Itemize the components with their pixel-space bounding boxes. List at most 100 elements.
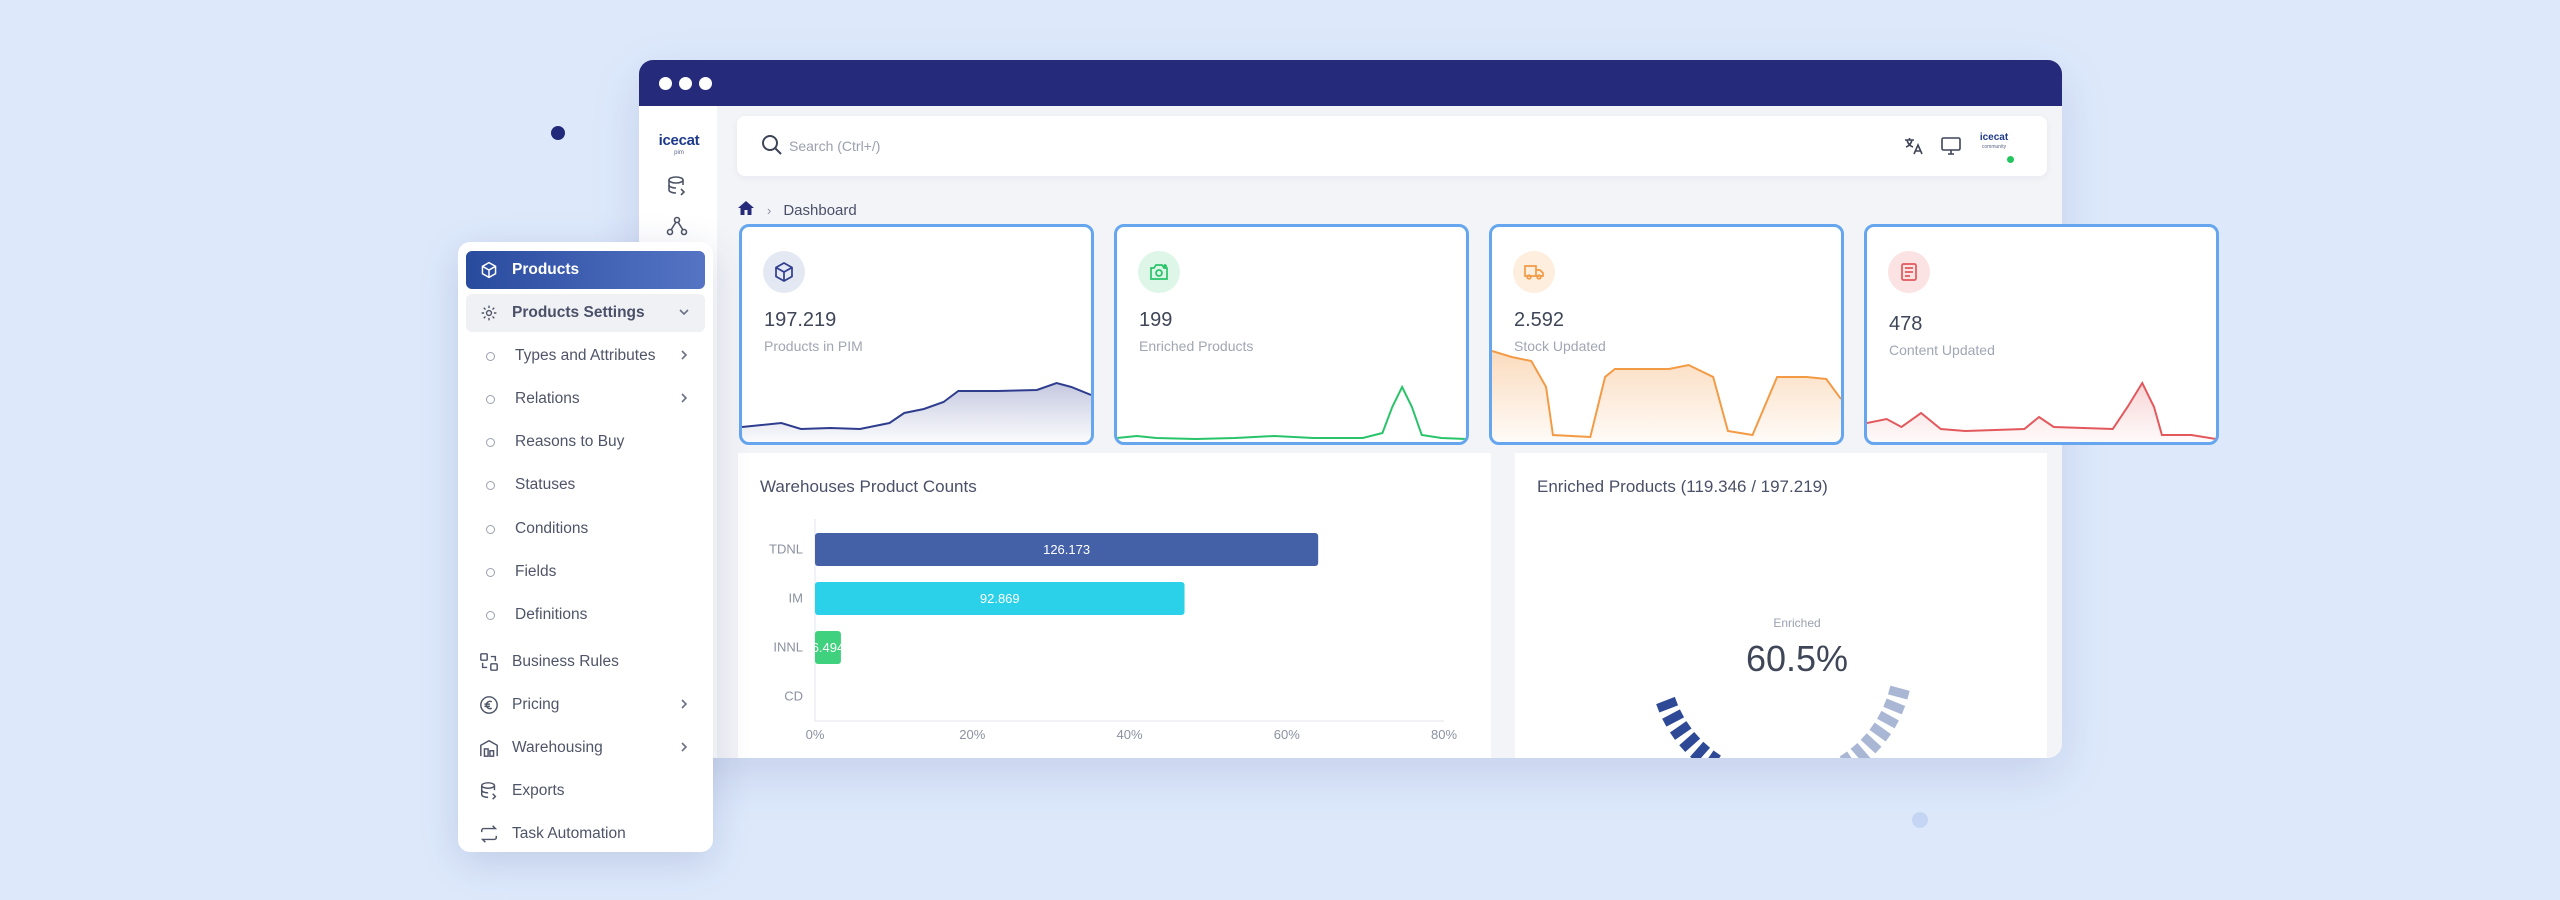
menu-item-definitions[interactable]: Definitions [466, 596, 705, 634]
stat-value: 197.219 [764, 309, 837, 331]
menu-label: Exports [512, 782, 565, 799]
bullet-icon [486, 480, 495, 490]
menu-label: Warehousing [512, 739, 603, 756]
breadcrumb-current: Dashboard [783, 201, 857, 219]
app-logo[interactable]: icecat [658, 132, 700, 149]
gauge-segment-filled [1662, 709, 1685, 727]
menu-item-conditions[interactable]: Conditions [466, 510, 705, 548]
translate-icon[interactable] [1899, 131, 1929, 161]
sparkline-content [1867, 380, 2216, 442]
bullet-icon [486, 351, 495, 361]
menu-item-products[interactable]: Products [466, 251, 705, 289]
x-tick-label: 40% [1116, 727, 1142, 742]
menu-label: Task Automation [512, 825, 626, 842]
gauge-segment-empty [1860, 733, 1882, 754]
truck-icon [1513, 251, 1555, 293]
bar-data-label: 126.173 [1043, 542, 1090, 557]
stat-label: Products in PIM [764, 338, 863, 354]
online-status-dot [2007, 156, 2014, 163]
decorative-dot [551, 126, 565, 140]
warehouse-icon [478, 737, 500, 759]
bullet-icon [486, 610, 495, 620]
database-icon[interactable] [662, 171, 692, 201]
enriched-gauge [1656, 685, 1910, 758]
gear-icon [478, 302, 500, 324]
business-rules-icon [478, 651, 500, 673]
menu-label: Pricing [512, 696, 560, 713]
menu-item-fields[interactable]: Fields [466, 553, 705, 591]
account-logo-sub: community [1981, 144, 2007, 150]
search-icon[interactable] [760, 133, 784, 162]
document-icon [1888, 251, 1930, 293]
gauge-segment-empty [1883, 698, 1906, 715]
window-control-dot[interactable] [659, 76, 672, 90]
menu-label: Reasons to Buy [515, 433, 625, 450]
gauge-segment-empty [1877, 710, 1899, 729]
chevron-down-icon [677, 305, 691, 324]
gauge-value: 60.5% [1745, 638, 1849, 679]
gauge-segment-filled [1690, 741, 1711, 758]
stat-card-enriched[interactable]: 199 Enriched Products [1114, 224, 1469, 445]
y-tick-label: INNL [773, 640, 803, 655]
gauge-segment-empty [1888, 685, 1910, 700]
menu-label: Fields [515, 563, 557, 580]
cube-icon [478, 259, 500, 281]
menu-item-products-settings[interactable]: Products Settings [466, 294, 705, 332]
menu-label: Statuses [515, 476, 576, 493]
panel-title: Warehouses Product Counts [760, 477, 977, 496]
menu-label: Relations [515, 390, 580, 407]
gauge-segment-empty [1839, 751, 1852, 758]
window-control-dot[interactable] [679, 76, 692, 90]
sparkline-stock [1492, 350, 1841, 442]
menu-label: Conditions [515, 520, 589, 537]
pricing-icon [478, 694, 500, 716]
menu-item-exports[interactable]: Exports [466, 772, 705, 810]
chevron-right-icon [677, 697, 691, 716]
bullet-icon [486, 437, 495, 447]
monitor-icon[interactable] [1936, 131, 1966, 161]
y-tick-label: TDNL [769, 542, 803, 557]
stat-card-products[interactable]: 197.219 Products in PIM [739, 224, 1094, 445]
x-tick-label: 20% [959, 727, 985, 742]
x-tick-label: 80% [1431, 727, 1457, 742]
app-logo-sub: pim [674, 150, 684, 156]
menu-item-types-and-attributes[interactable]: Types and Attributes [466, 337, 705, 375]
gauge-segment-filled [1679, 731, 1701, 752]
home-icon[interactable] [737, 199, 755, 221]
stat-label: Content Updated [1889, 342, 1995, 358]
menu-item-warehousing[interactable]: Warehousing [466, 729, 705, 767]
gauge-segment-filled [1656, 696, 1679, 713]
menu-item-business-rules[interactable]: Business Rules [466, 643, 705, 681]
menu-item-reasons-to-buy[interactable]: Reasons to Buy [466, 423, 705, 461]
bar-tdnl[interactable] [815, 533, 1319, 566]
stat-card-content[interactable]: 478 Content Updated [1864, 224, 2219, 445]
window-titlebar [639, 60, 2062, 106]
gauge-label: Enriched [1773, 616, 1821, 630]
menu-item-statuses[interactable]: Statuses [466, 466, 705, 504]
gauge-segment-empty [1869, 722, 1891, 742]
menu-item-task-automation[interactable]: Task Automation [466, 815, 705, 852]
y-tick-label: CD [784, 689, 803, 704]
sidebar-menu: Products Products Settings Types and Att… [458, 242, 713, 852]
chevron-right-icon [677, 348, 691, 367]
bar-data-label: 92.869 [980, 591, 1020, 606]
enriched-panel: Enriched Products (119.346 / 197.219) En… [1515, 453, 2047, 758]
account-logo: icecat [1979, 132, 2009, 143]
gauge-segment-filled [1669, 721, 1692, 740]
bullet-icon [486, 394, 495, 404]
breadcrumb: › Dashboard [737, 199, 857, 221]
panel-title: Enriched Products (119.346 / 197.219) [1537, 477, 1828, 496]
menu-item-pricing[interactable]: Pricing [466, 686, 705, 724]
stat-card-stock[interactable]: 2.592 Stock Updated [1489, 224, 1844, 445]
cube-icon [763, 251, 805, 293]
relations-icon[interactable] [662, 211, 692, 241]
menu-item-relations[interactable]: Relations [466, 380, 705, 418]
x-tick-label: 0% [806, 727, 825, 742]
search-input[interactable] [789, 134, 1289, 158]
stat-value: 478 [1889, 313, 1923, 335]
window-control-dot[interactable] [699, 76, 712, 90]
account-avatar[interactable]: icecat community [1974, 132, 2014, 160]
bar-im[interactable] [815, 582, 1185, 615]
bar-innl[interactable] [815, 631, 841, 664]
bullet-icon [486, 524, 495, 534]
